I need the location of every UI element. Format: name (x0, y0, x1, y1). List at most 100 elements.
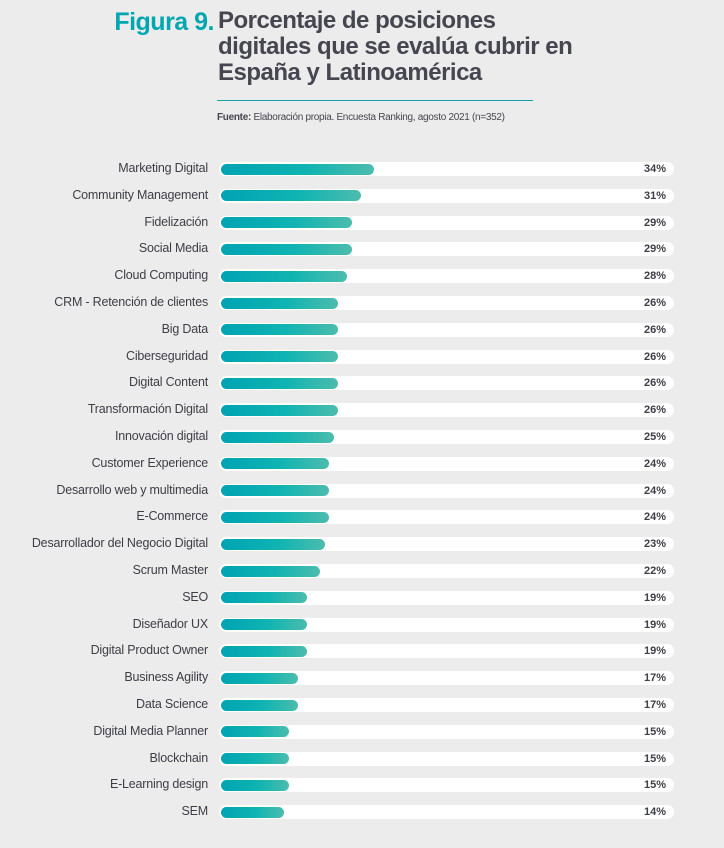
value-label: 15% (643, 725, 666, 738)
category-label: Desarrollo web y multimedia (56, 482, 208, 497)
bar-track (219, 590, 674, 605)
bar-row: Transformación Digital 26% (0, 400, 724, 420)
value-label: 29% (643, 216, 666, 229)
bar-track (219, 456, 674, 471)
category-label: Diseñador UX (132, 616, 209, 631)
bar-track (219, 188, 674, 203)
source-text: Elaboración propia. Encuesta Ranking, ag… (251, 112, 505, 123)
value-label: 28% (643, 270, 666, 283)
value-label: 26% (643, 404, 666, 417)
bar-row: Ciberseguridad 26% (0, 347, 724, 367)
bar-row: SEM 14% (0, 802, 724, 822)
bar-row: CRM - Retención de clientes 26% (0, 293, 724, 313)
value-label: 24% (643, 457, 666, 470)
value-label: 26% (643, 323, 666, 336)
value-label: 17% (643, 672, 666, 685)
value-label: 24% (643, 511, 666, 524)
bar-track (219, 296, 674, 310)
category-label: E-Commerce (136, 509, 208, 524)
bar (221, 672, 298, 684)
bar-track (219, 242, 674, 257)
bar (221, 190, 361, 202)
bar-row: E-Learning design 15% (0, 775, 724, 795)
bar-row: Social Media 29% (0, 239, 724, 259)
value-label: 23% (643, 538, 666, 551)
bar (221, 431, 334, 443)
bar-track (219, 751, 674, 766)
bar-track (219, 376, 674, 391)
value-label: 26% (643, 377, 666, 390)
bar (221, 726, 289, 738)
bar (221, 592, 307, 604)
value-label: 14% (643, 806, 666, 819)
bar (221, 297, 339, 309)
bar-track (219, 564, 674, 578)
category-label: Social Media (138, 241, 208, 256)
category-label: Marketing Digital (118, 161, 208, 175)
bar-track (219, 215, 674, 230)
category-label: CRM - Retención de clientes (54, 295, 208, 309)
bar-track (219, 162, 674, 176)
category-label: Blockchain (149, 750, 209, 765)
value-label: 26% (643, 350, 666, 363)
category-label: Digital Content (129, 375, 208, 390)
bar-row: Fidelización 29% (0, 213, 724, 233)
bar (221, 699, 298, 711)
bar (221, 351, 339, 363)
bar-row: Innovación digital 25% (0, 427, 724, 447)
value-label: 24% (643, 484, 666, 497)
bar-track (219, 483, 674, 498)
bar (221, 163, 375, 175)
source-label: Fuente: (217, 112, 252, 123)
bar (221, 619, 307, 631)
category-label: Desarrollador del Negocio Digital (31, 536, 208, 551)
bar-track (219, 510, 674, 525)
bar (221, 806, 285, 818)
category-label: Digital Product Owner (90, 643, 209, 658)
value-label: 26% (643, 297, 666, 309)
value-label: 19% (643, 618, 666, 631)
title-divider (217, 100, 533, 101)
bar-track (219, 671, 674, 686)
category-label: Ciberseguridad (126, 348, 208, 363)
category-label: E-Learning design (109, 777, 208, 792)
category-label: Cloud Computing (114, 268, 208, 283)
category-label: Big Data (161, 321, 209, 336)
bar (221, 404, 339, 416)
bar-row: Desarrollador del Negocio Digital 23% (0, 534, 724, 554)
value-label: 29% (643, 243, 666, 256)
bar (221, 538, 325, 550)
bar-track (219, 403, 674, 418)
bar-row: Community Management 31% (0, 186, 724, 206)
category-label: Fidelización (144, 214, 208, 229)
bar-track (219, 617, 674, 632)
bar-row: Business Agility 17% (0, 668, 724, 688)
bar-track (219, 724, 674, 739)
bar (221, 511, 330, 523)
bar (221, 645, 307, 657)
bar-row: Data Science 17% (0, 695, 724, 715)
category-label: Transformación Digital (87, 402, 208, 417)
bar-track (219, 698, 674, 712)
bar (221, 565, 321, 577)
category-label: Community Management (72, 187, 208, 202)
value-label: 17% (643, 699, 666, 711)
value-label: 15% (643, 779, 666, 792)
category-label: SEM (181, 804, 209, 819)
bar-row: E-Commerce 24% (0, 507, 724, 527)
bar-row: Desarrollo web y multimedia 24% (0, 481, 724, 501)
value-label: 15% (643, 752, 666, 765)
chart-title: Porcentaje de posiciones digitales que s… (218, 7, 573, 86)
bar-row: Digital Content 26% (0, 373, 724, 393)
value-label: 31% (643, 189, 666, 202)
figure-label: Figura 9. (114, 8, 214, 36)
category-label: Data Science (136, 697, 208, 711)
bar (221, 779, 289, 791)
bar (221, 458, 330, 470)
bar-row: Scrum Master 22% (0, 561, 724, 581)
bar-row: Big Data 26% (0, 320, 724, 340)
bar-track (219, 430, 674, 444)
bar (221, 270, 348, 282)
bar-track (219, 537, 674, 552)
bar-row: Blockchain 15% (0, 749, 724, 769)
